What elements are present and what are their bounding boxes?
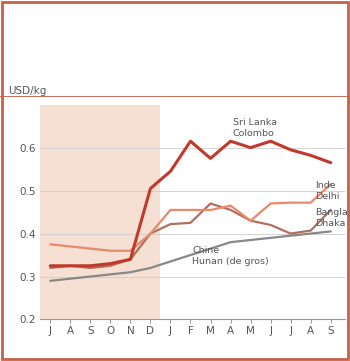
Text: Figure 13. Prix de détail du riz sur certains: Figure 13. Prix de détail du riz sur cer… — [14, 27, 297, 40]
Text: Bangladesh
Dhaka: Bangladesh Dhaka — [315, 208, 350, 228]
Text: Chine
Hunan (de gros): Chine Hunan (de gros) — [193, 246, 269, 266]
Text: Sri Lanka
Colombo: Sri Lanka Colombo — [232, 118, 276, 138]
Text: USD/kg: USD/kg — [8, 86, 47, 96]
Text: Inde
Delhi: Inde Delhi — [315, 180, 339, 201]
Bar — [40, 105, 160, 319]
Text: marchés asiatiques: marchés asiatiques — [14, 64, 144, 77]
